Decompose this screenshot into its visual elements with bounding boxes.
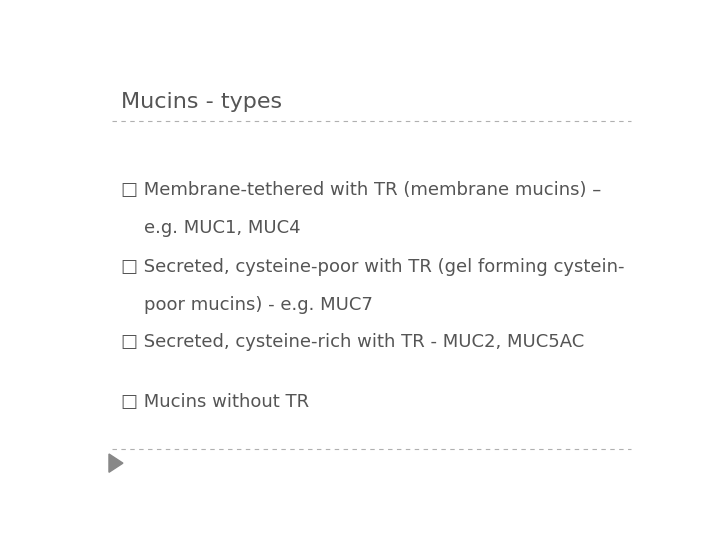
Text: □ Secreted, cysteine-rich with TR - MUC2, MUC5AC: □ Secreted, cysteine-rich with TR - MUC2…: [121, 333, 584, 351]
Text: □ Secreted, cysteine-poor with TR (gel forming cystein-: □ Secreted, cysteine-poor with TR (gel f…: [121, 258, 624, 276]
Text: poor mucins) - e.g. MUC7: poor mucins) - e.g. MUC7: [121, 295, 372, 314]
Text: e.g. MUC1, MUC4: e.g. MUC1, MUC4: [121, 219, 300, 237]
Text: □ Mucins without TR: □ Mucins without TR: [121, 393, 309, 411]
Text: Mucins - types: Mucins - types: [121, 92, 282, 112]
Polygon shape: [109, 454, 123, 472]
Text: □ Membrane-tethered with TR (membrane mucins) –: □ Membrane-tethered with TR (membrane mu…: [121, 181, 601, 199]
